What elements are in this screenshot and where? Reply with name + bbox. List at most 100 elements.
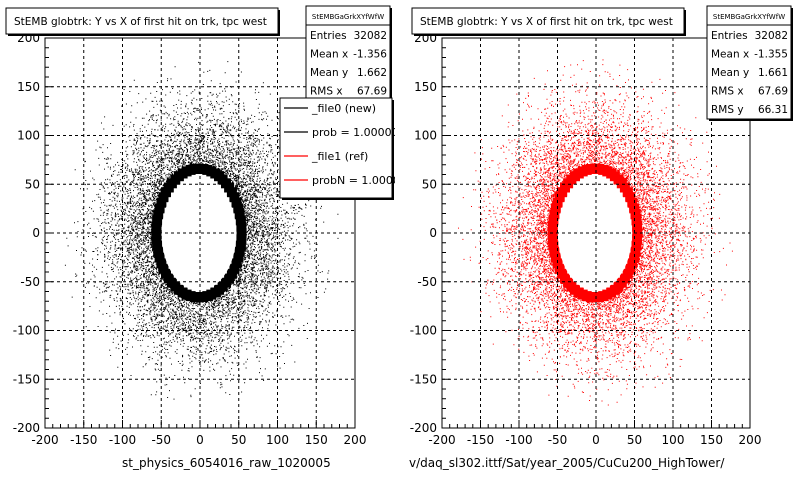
x-tick-label: 0 (196, 433, 204, 447)
stats-label: RMS x (310, 86, 343, 98)
ring-block (627, 258, 638, 269)
ring-block (550, 203, 561, 214)
stats-label: Mean x (310, 49, 348, 61)
ring-block (548, 215, 559, 226)
ring-block (630, 209, 641, 220)
y-tick-label: 100 (17, 129, 40, 143)
x-tick-label: -150 (467, 433, 494, 447)
stats-label: Mean y (711, 67, 749, 79)
ring-block (629, 252, 640, 263)
scatter-points (458, 59, 733, 406)
chart-title-box: StEMB globtrk: Y vs X of first hit on tr… (411, 7, 686, 36)
stats-name: StEMBGaGrkXYfWfW (312, 13, 384, 21)
ring-block (631, 240, 642, 251)
y-tick-label: -50 (417, 275, 437, 289)
y-tick-label: 0 (429, 226, 437, 240)
stats-label: Entries (310, 30, 347, 42)
legend-entry: prob = 1.000000 (312, 126, 406, 139)
ring-block (154, 203, 165, 214)
chart-title: StEMB globtrk: Y vs X of first hit on tr… (420, 16, 673, 28)
right-path-label: v/daq_sl302.ittf/Sat/year_2005/CuCu200_H… (409, 456, 725, 470)
ring-block (234, 246, 245, 257)
stats-value: -1.355 (754, 49, 788, 61)
ring-block (547, 221, 558, 232)
ring-block (554, 192, 565, 203)
y-tick-label: 0 (32, 226, 40, 240)
y-tick-label: -100 (13, 324, 40, 338)
x-tick-label: 0 (592, 433, 600, 447)
y-tick-label: -100 (410, 324, 437, 338)
axes: -200 -150 -100 -50 0 50 100 150 200200150100500-… (13, 31, 367, 447)
x-tick-label: 150 (700, 433, 723, 447)
y-tick-label: -200 (410, 421, 437, 435)
ring-block (632, 228, 643, 238)
ring-block (153, 209, 164, 220)
chart-title: StEMB globtrk: Y vs X of first hit on tr… (14, 16, 267, 28)
x-tick-label: -100 (505, 433, 532, 447)
ring-block (151, 234, 162, 245)
x-tick-label: -50 (151, 433, 171, 447)
ring-block (151, 228, 162, 238)
ring-block (627, 197, 638, 208)
y-tick-label: -50 (20, 275, 40, 289)
ring-block (152, 240, 163, 251)
ring-block (549, 209, 560, 220)
x-tick-label: -200 (31, 433, 58, 447)
ring-block (158, 192, 169, 203)
stats-label: Mean x (711, 49, 749, 61)
y-tick-label: 150 (17, 80, 40, 94)
ring-block (632, 221, 643, 232)
hit-points (64, 61, 339, 400)
ring-block (625, 263, 636, 274)
ring-block (151, 221, 162, 232)
stats-value: 66.31 (758, 104, 788, 116)
stats-value: 1.662 (357, 67, 387, 79)
stats-label: Mean y (310, 67, 348, 79)
x-tick-label: 50 (627, 433, 642, 447)
ring-block (550, 252, 561, 263)
legend: _file0 (new) prob = 1.000000 _file1 (ref) p… (279, 97, 414, 200)
stats-label: Entries (711, 30, 748, 42)
x-tick-label: 50 (231, 433, 246, 447)
x-tick-label: -150 (70, 433, 97, 447)
stats-value: 67.69 (357, 86, 387, 98)
x-tick-label: -50 (548, 433, 568, 447)
stats-box: StEMBGaGrkXYfWfW Entries 32082 Mean x -1.356… (305, 5, 392, 102)
ring-block (235, 215, 246, 226)
inner-hole (161, 177, 237, 291)
stats-value: 32082 (354, 30, 387, 42)
stats-value: 67.69 (758, 86, 788, 98)
ring-block (549, 246, 560, 257)
stats-box: StEMBGaGrkXYfWfW Entries 32082 Mean x -1.355… (706, 5, 793, 121)
x-tick-label: 100 (662, 433, 685, 447)
left-run-label: st_physics_6054016_raw_1020005 (122, 456, 331, 470)
y-tick-label: 100 (414, 129, 437, 143)
legend-entry: _file0 (new) (311, 102, 376, 115)
grid-lines (45, 38, 355, 428)
y-tick-label: -150 (13, 372, 40, 386)
ring-block (154, 252, 165, 263)
ring-block (236, 221, 247, 232)
chart-title-box: StEMB globtrk: Y vs X of first hit on tr… (5, 7, 280, 36)
x-tick-label: 150 (305, 433, 328, 447)
ring-block (631, 215, 642, 226)
legend-entry: probN = 1.000000 (312, 174, 414, 187)
y-tick-label: -200 (13, 421, 40, 435)
ring-block (547, 234, 558, 245)
ring-block (152, 215, 163, 226)
inner-hole (557, 177, 632, 291)
scatter-points (64, 61, 339, 400)
ring-block (236, 228, 247, 238)
stats-label: RMS y (711, 104, 744, 116)
ring-block (231, 197, 242, 208)
scatter-panel-1: -200 -150 -100 -50 0 50 100 150 200200150100500-… (5, 5, 414, 447)
ring-block (156, 258, 167, 269)
ring-block (153, 246, 164, 257)
ring-block (632, 234, 643, 245)
stats-value: -1.356 (353, 49, 387, 61)
ring-block (630, 246, 641, 257)
ring-block (552, 258, 563, 269)
x-tick-label: -100 (109, 433, 136, 447)
ring-block (231, 258, 242, 269)
